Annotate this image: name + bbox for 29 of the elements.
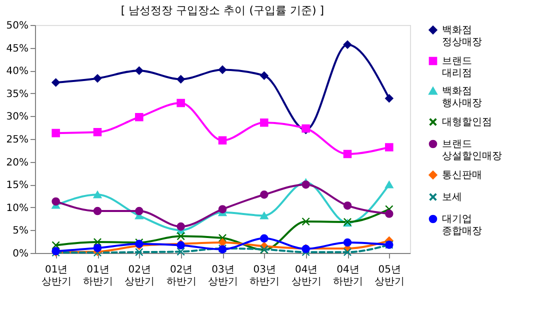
x-tick-label: 04년 하반기 (333, 264, 363, 288)
x-tick-label: 01년 상반기 (41, 264, 72, 288)
y-tick-label: 25% (6, 134, 28, 146)
x-tick-label: 02년 하반기 (166, 264, 196, 288)
y-tick-label: 35% (6, 88, 28, 100)
legend-label: 백화점 행사매장 (442, 86, 482, 109)
legend-label: 보세 (442, 192, 462, 203)
legend-label: 브랜드 상설할인매장 (442, 139, 502, 162)
legend-label: 대기업 종합매장 (442, 214, 482, 237)
y-tick-label: 40% (6, 66, 28, 78)
legend-label: 통신판매 (442, 170, 482, 181)
x-tick-label: 02년 상반기 (124, 264, 155, 288)
y-tick-label: 45% (6, 43, 28, 54)
legend-label: 백화점 정상매장 (442, 25, 482, 48)
chart-title: [ 남성정장 구입장소 추이 (구입률 기준) ] (120, 4, 324, 17)
y-tick-label: 5% (12, 226, 28, 237)
y-tick-label: 10% (6, 202, 28, 214)
x-tick-label: 04년 상반기 (291, 264, 322, 288)
y-tick-label: 15% (6, 180, 28, 192)
x-tick-label: 01년 하반기 (83, 264, 113, 288)
legend-label: 대형할인점 (442, 117, 492, 128)
x-tick-label: 05년 상반기 (374, 264, 405, 288)
y-tick-label: 50% (6, 20, 28, 32)
legend-label: 브랜드 대리점 (442, 56, 472, 79)
y-tick-label: 30% (6, 112, 28, 123)
x-tick-label: 03년 상반기 (208, 264, 238, 288)
y-tick-label: 0% (12, 248, 28, 260)
y-tick-label: 20% (6, 157, 28, 168)
x-tick-label: 03년 하반기 (250, 264, 280, 288)
